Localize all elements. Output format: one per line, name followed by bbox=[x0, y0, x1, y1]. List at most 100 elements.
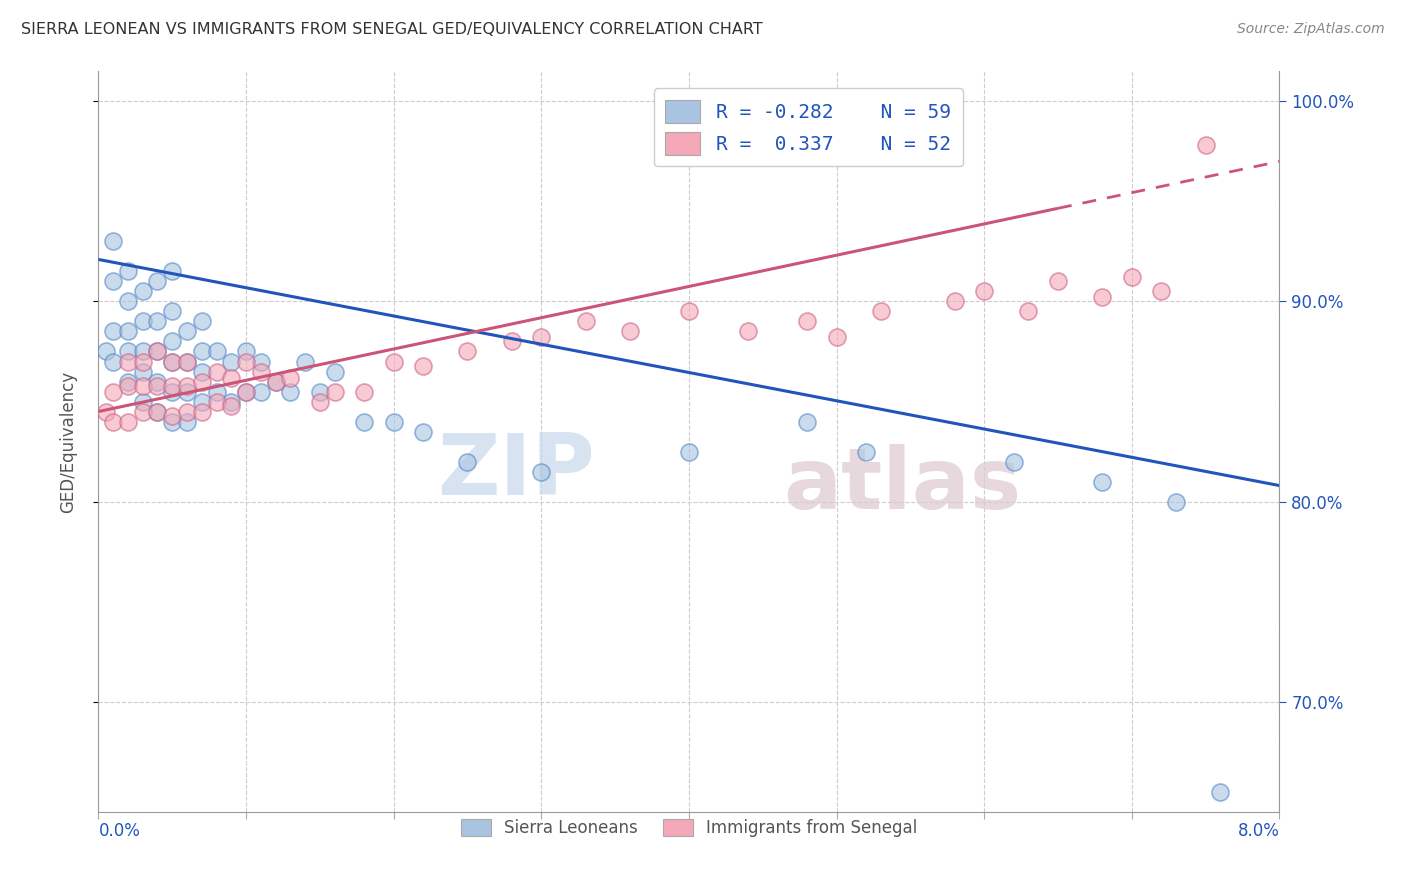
Point bbox=[176, 325, 198, 339]
Point bbox=[146, 314, 169, 328]
Point bbox=[264, 375, 287, 389]
Point bbox=[280, 370, 302, 384]
Point bbox=[132, 354, 155, 368]
Point bbox=[457, 454, 479, 468]
Point bbox=[132, 394, 155, 409]
Point bbox=[162, 334, 183, 349]
Point bbox=[117, 375, 139, 389]
Point bbox=[737, 325, 759, 339]
Point bbox=[221, 399, 243, 413]
Text: atlas: atlas bbox=[783, 444, 1022, 527]
Point bbox=[146, 344, 169, 359]
Point bbox=[1002, 454, 1025, 468]
Point bbox=[176, 384, 198, 399]
Point bbox=[103, 235, 125, 249]
Point bbox=[103, 354, 125, 368]
Point bbox=[191, 344, 214, 359]
Point bbox=[678, 444, 700, 458]
Point bbox=[235, 384, 257, 399]
Point bbox=[323, 364, 346, 378]
Point bbox=[117, 325, 139, 339]
Text: SIERRA LEONEAN VS IMMIGRANTS FROM SENEGAL GED/EQUIVALENCY CORRELATION CHART: SIERRA LEONEAN VS IMMIGRANTS FROM SENEGA… bbox=[21, 22, 763, 37]
Point bbox=[457, 344, 479, 359]
Point bbox=[176, 378, 198, 392]
Point bbox=[117, 294, 139, 309]
Point bbox=[146, 275, 169, 289]
Point bbox=[382, 354, 405, 368]
Point bbox=[191, 314, 214, 328]
Point bbox=[796, 415, 818, 429]
Point bbox=[103, 384, 125, 399]
Point bbox=[943, 294, 966, 309]
Point bbox=[796, 314, 818, 328]
Point bbox=[191, 375, 214, 389]
Point bbox=[1121, 270, 1143, 285]
Point bbox=[103, 325, 125, 339]
Point bbox=[1018, 304, 1040, 318]
Point bbox=[146, 375, 169, 389]
Text: 0.0%: 0.0% bbox=[98, 822, 141, 839]
Point bbox=[855, 444, 877, 458]
Point bbox=[132, 364, 155, 378]
Point bbox=[162, 304, 183, 318]
Point bbox=[176, 354, 198, 368]
Point bbox=[117, 354, 139, 368]
Point bbox=[619, 325, 641, 339]
Point bbox=[146, 344, 169, 359]
Point bbox=[132, 314, 155, 328]
Point bbox=[162, 384, 183, 399]
Point bbox=[221, 370, 243, 384]
Point bbox=[205, 344, 228, 359]
Point bbox=[132, 404, 155, 418]
Point bbox=[235, 344, 257, 359]
Point bbox=[146, 404, 169, 418]
Point bbox=[250, 354, 273, 368]
Point bbox=[280, 384, 302, 399]
Point bbox=[191, 404, 214, 418]
Point bbox=[309, 394, 332, 409]
Point bbox=[382, 415, 405, 429]
Point bbox=[250, 384, 273, 399]
Point bbox=[176, 354, 198, 368]
Point bbox=[825, 330, 848, 344]
Point bbox=[235, 354, 257, 368]
Point bbox=[117, 344, 139, 359]
Point bbox=[412, 359, 434, 373]
Point bbox=[146, 404, 169, 418]
Point bbox=[205, 364, 228, 378]
Point bbox=[146, 378, 169, 392]
Point bbox=[94, 404, 117, 418]
Point bbox=[530, 465, 553, 479]
Point bbox=[870, 304, 893, 318]
Point bbox=[1166, 494, 1188, 508]
Point bbox=[162, 378, 183, 392]
Point bbox=[1209, 785, 1232, 799]
Legend: Sierra Leoneans, Immigrants from Senegal: Sierra Leoneans, Immigrants from Senegal bbox=[454, 813, 924, 844]
Point bbox=[132, 378, 155, 392]
Text: 8.0%: 8.0% bbox=[1237, 822, 1279, 839]
Point bbox=[176, 415, 198, 429]
Point bbox=[132, 344, 155, 359]
Point bbox=[1091, 475, 1114, 489]
Point bbox=[250, 364, 273, 378]
Point bbox=[294, 354, 316, 368]
Point bbox=[323, 384, 346, 399]
Point bbox=[1150, 285, 1173, 299]
Point bbox=[575, 314, 598, 328]
Point bbox=[530, 330, 553, 344]
Point bbox=[1091, 290, 1114, 304]
Point bbox=[103, 415, 125, 429]
Point bbox=[221, 394, 243, 409]
Point bbox=[162, 354, 183, 368]
Point bbox=[264, 375, 287, 389]
Point bbox=[117, 415, 139, 429]
Point bbox=[353, 415, 375, 429]
Point bbox=[1195, 138, 1218, 153]
Point bbox=[191, 364, 214, 378]
Point bbox=[162, 415, 183, 429]
Text: ZIP: ZIP bbox=[437, 430, 595, 513]
Point bbox=[235, 384, 257, 399]
Point bbox=[678, 304, 700, 318]
Point bbox=[1046, 275, 1070, 289]
Point bbox=[176, 404, 198, 418]
